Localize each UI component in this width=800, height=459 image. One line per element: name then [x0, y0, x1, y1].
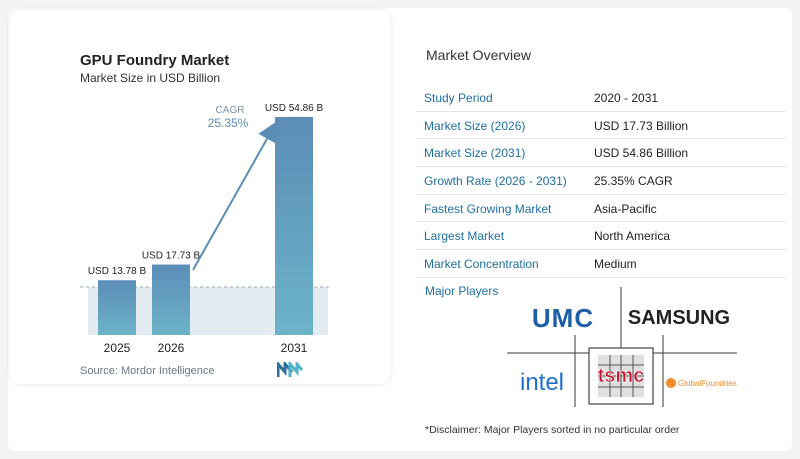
overview-row: Study Period 2020 - 2031	[416, 84, 786, 112]
overview-row: Market Concentration Medium	[416, 250, 786, 278]
major-players-logos: UMC SAMSUNG intel tsmc GlobalFoundries	[507, 287, 737, 407]
cagr-arrow	[192, 121, 277, 271]
row-label: Study Period	[424, 91, 493, 105]
bar-chart: USD 13.78 B 2025 USD 17.73 B 2026 USD 54.86 …	[80, 103, 330, 355]
x-tick-label: 2025	[104, 341, 131, 355]
bar-value-label: USD 13.78 B	[88, 266, 147, 277]
source-note: Source: Mordor Intelligence	[80, 365, 215, 377]
overview-row: Growth Rate (2026 - 2031) 25.35% CAGR	[416, 167, 786, 195]
overview-row: Largest Market North America	[416, 222, 786, 251]
row-value: North America	[594, 229, 671, 244]
bar-2031	[275, 117, 313, 335]
intel-logo: intel	[520, 369, 564, 396]
row-label: Fastest Growing Market	[424, 201, 552, 216]
disclaimer: *Disclaimer: Major Players sorted in no …	[425, 424, 680, 436]
row-value: Medium	[594, 257, 637, 272]
row-value: Asia-Pacific	[594, 201, 657, 216]
bar-2025	[98, 280, 136, 335]
chart-subtitle: Market Size in USD Billion	[80, 71, 221, 85]
samsung-logo: SAMSUNG	[628, 307, 730, 329]
bar-value-label: USD 17.73 B	[142, 251, 201, 262]
globalfoundries-logo: GlobalFoundries	[678, 379, 737, 388]
chart-title: GPU Foundry Market	[80, 52, 230, 69]
row-value: 2020 - 2031	[594, 91, 659, 105]
row-label: Market Size (2026)	[424, 118, 526, 133]
x-tick-label: 2026	[158, 341, 185, 355]
overview-row: Market Size (2031) USD 54.86 Billion	[416, 139, 786, 168]
overview-title: Market Overview	[426, 47, 532, 63]
umc-logo: UMC	[532, 303, 594, 333]
mordor-logo-icon	[277, 362, 303, 377]
row-value: 25.35% CAGR	[594, 174, 673, 189]
row-label: Largest Market	[424, 229, 505, 244]
overview-row: Market Size (2026) USD 17.73 Billion	[416, 112, 786, 140]
major-players-title: Major Players	[425, 284, 499, 298]
row-value: USD 54.86 Billion	[594, 146, 689, 161]
cagr-label: CAGR	[216, 105, 245, 116]
tsmc-logo: tsmc	[598, 365, 645, 387]
overview-row: Fastest Growing Market Asia-Pacific	[416, 195, 786, 223]
cagr-value: 25.35%	[208, 116, 249, 130]
overview-table: Study Period 2020 - 2031 Market Size (202…	[416, 84, 786, 278]
bar-value-label: USD 54.86 B	[265, 103, 324, 114]
bar-2026	[152, 264, 190, 335]
row-label: Market Concentration	[424, 257, 539, 272]
row-label: Growth Rate (2026 - 2031)	[424, 174, 567, 189]
row-label: Market Size (2031)	[424, 146, 526, 161]
chip-grid-lines	[598, 355, 644, 397]
x-tick-label: 2031	[281, 341, 308, 355]
row-value: USD 17.73 Billion	[594, 118, 689, 133]
globalfoundries-mark-icon	[666, 378, 676, 388]
